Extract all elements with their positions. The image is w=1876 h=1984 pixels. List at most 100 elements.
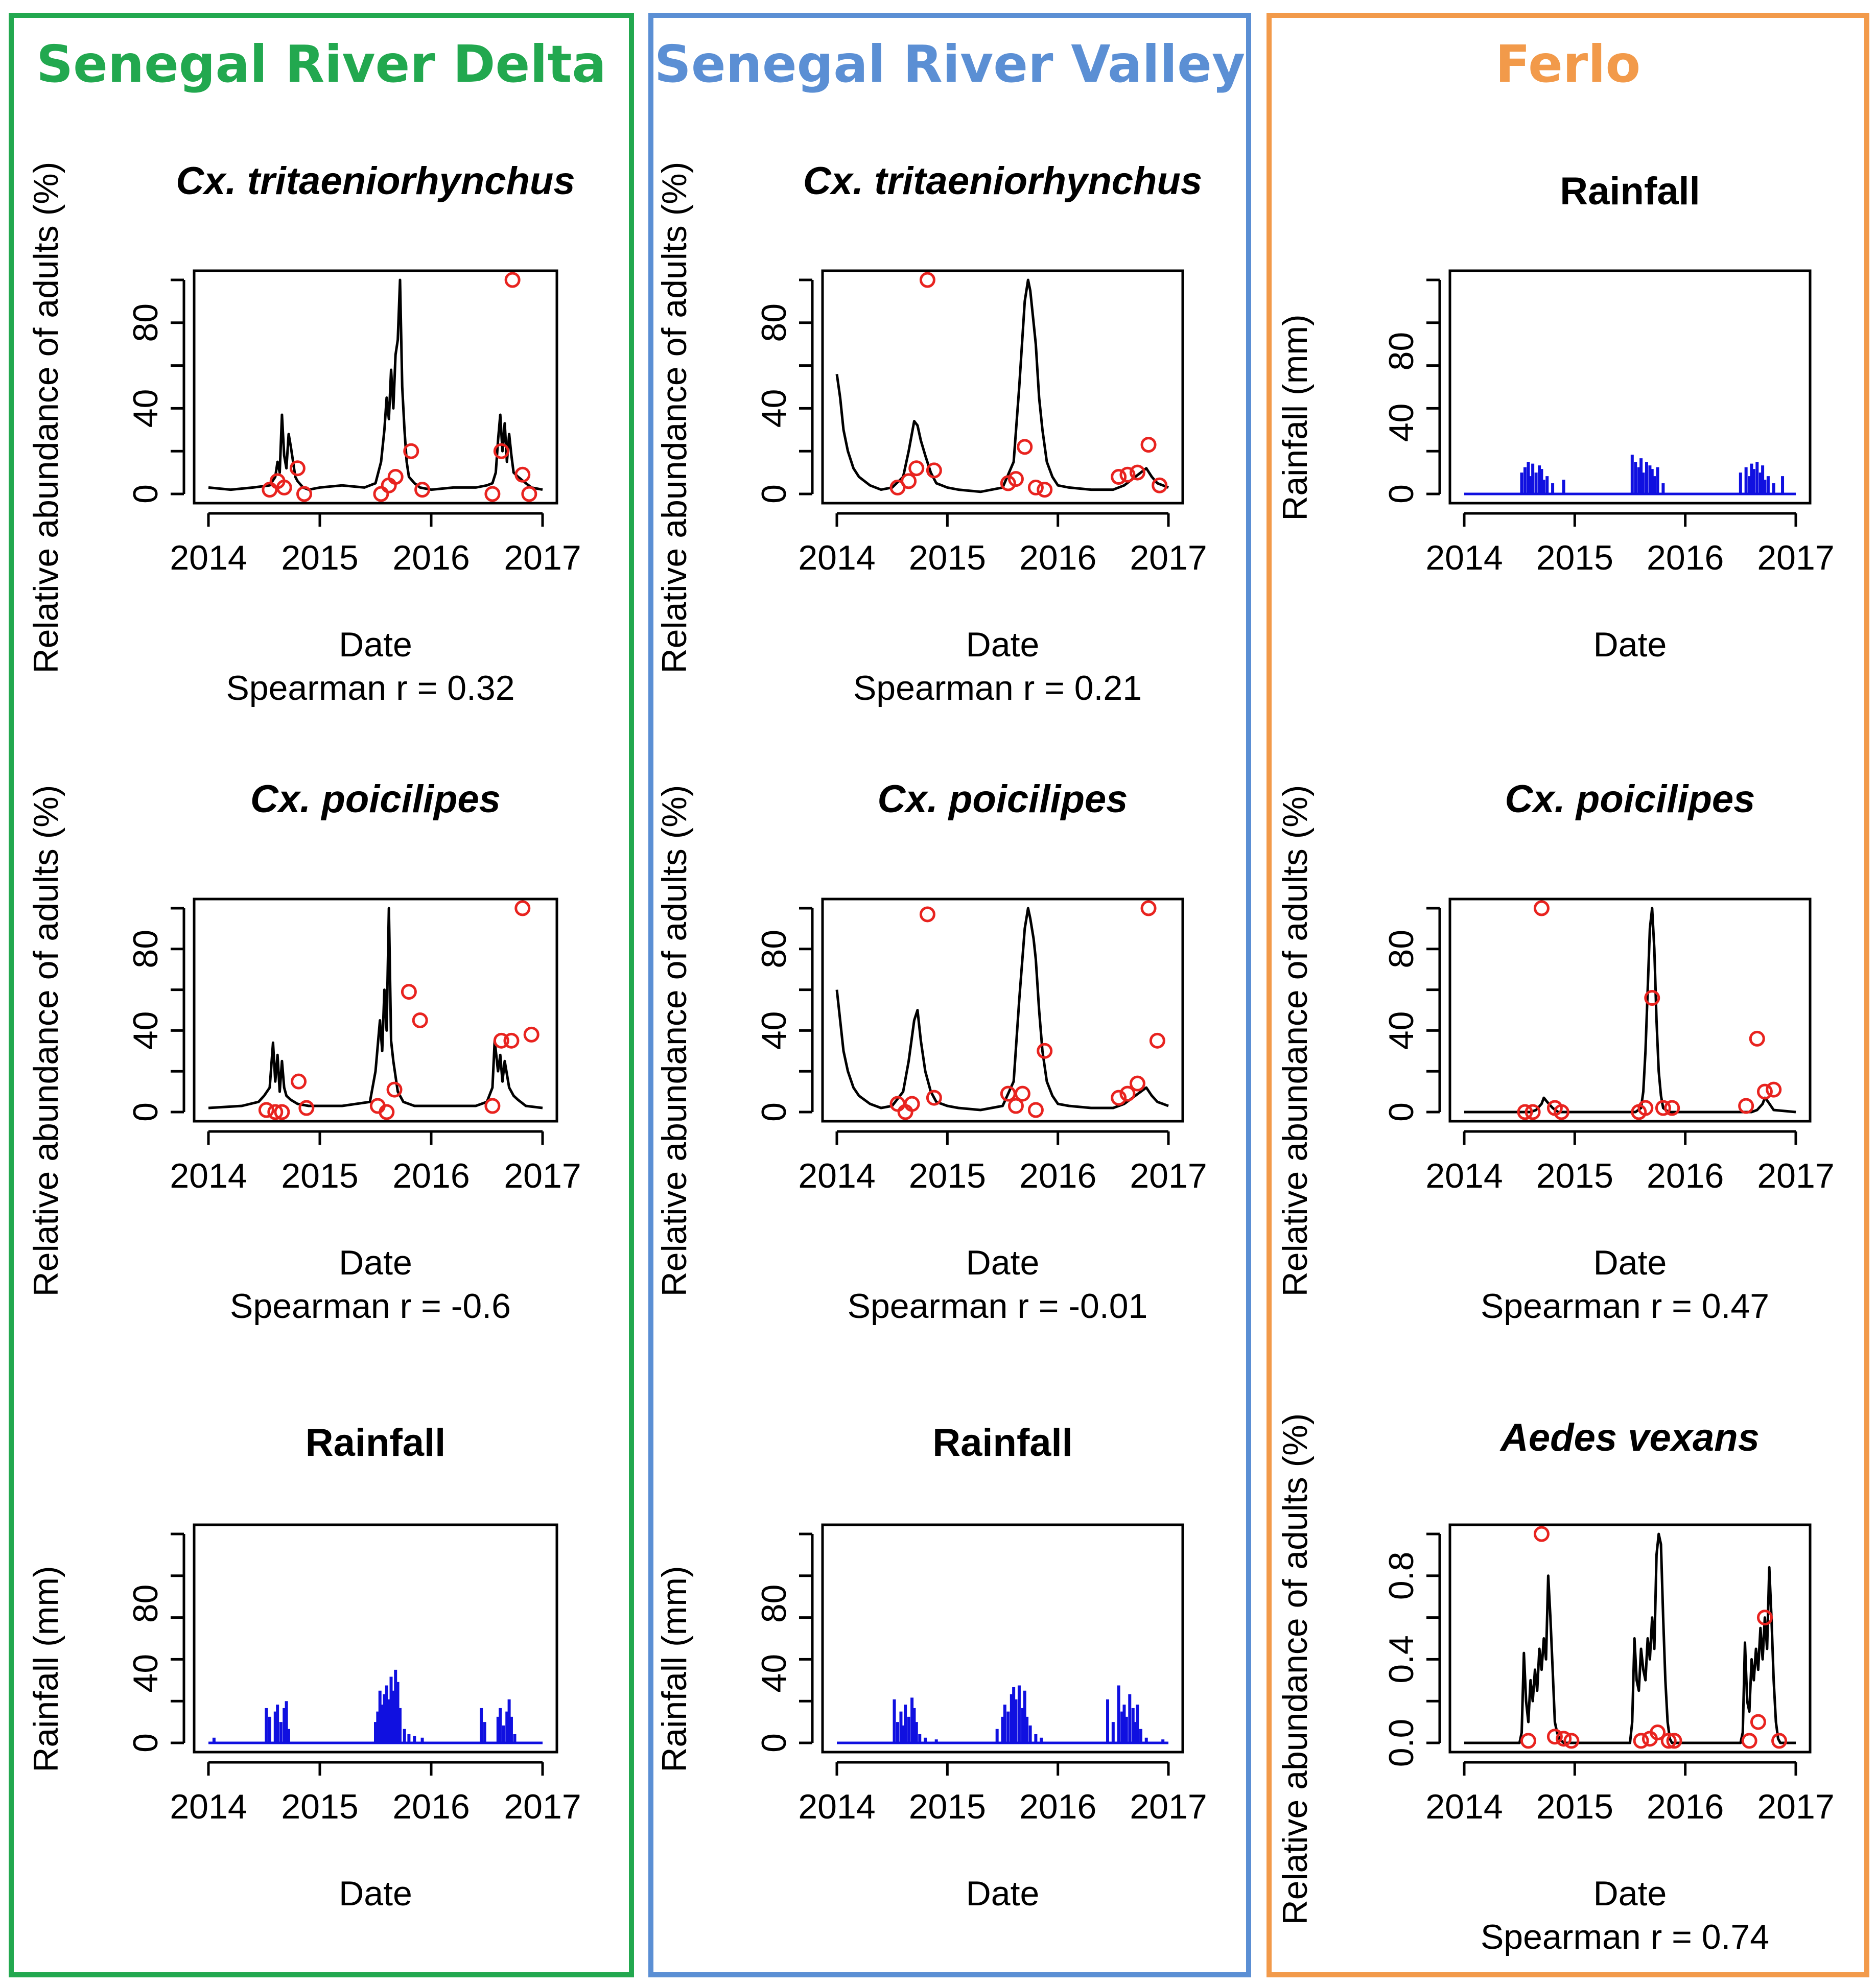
- x-tick-label: 2014: [170, 538, 247, 577]
- x-tick-label: 2016: [392, 538, 470, 577]
- plot-frame: [193, 897, 558, 1123]
- observed-point: [1546, 1729, 1563, 1745]
- y-axis-label: Relative abundance of adults (%): [655, 785, 694, 1297]
- observed-point: [1756, 1083, 1773, 1100]
- x-axis: 2014 2015 2016 2017: [170, 1761, 581, 1826]
- observed-point: [276, 479, 292, 495]
- panel-title-delta: Senegal River Delta: [36, 34, 606, 94]
- observed-point: [1766, 1081, 1782, 1098]
- chart-delta-rainfall: Rainfall 2014 2015 2016 2017 0 40 80 Date Rainfal…: [27, 1421, 581, 1913]
- observed-point: [1027, 1102, 1044, 1118]
- observed-point: [1140, 900, 1157, 916]
- chart-title: Aedes vexans: [1499, 1416, 1760, 1459]
- y-axis-label: Relative abundance of adults (%): [27, 162, 65, 674]
- x-tick-label: 2015: [909, 1156, 986, 1195]
- observed-point: [1650, 1725, 1666, 1741]
- observed-point: [1666, 1733, 1682, 1749]
- x-tick-label: 2017: [1757, 1787, 1834, 1826]
- panel-title-ferlo: Ferlo: [1495, 34, 1640, 94]
- observed-point: [387, 468, 404, 485]
- y-tick-label: 40: [126, 1654, 165, 1693]
- y-tick-label: 40: [126, 389, 165, 428]
- observed-point: [926, 1090, 942, 1106]
- observed-point: [1517, 1104, 1533, 1120]
- observed-point: [1738, 1098, 1754, 1114]
- observed-point: [296, 486, 312, 502]
- y-axis: 0 40 80: [755, 278, 814, 504]
- spearman-label: Spearman r = -0.01: [848, 1287, 1148, 1326]
- y-tick-label: 0: [755, 1733, 793, 1753]
- chart-ferlo-aedes-vexans: Aedes vexans 2014 2015 2016 2017 0.0 0.4 0.8 Dat…: [1276, 1413, 1835, 1956]
- y-axis: 0 40 80: [126, 907, 185, 1122]
- y-tick-label: 0: [755, 484, 793, 504]
- x-tick-label: 2017: [1757, 538, 1834, 577]
- x-tick-label: 2016: [1019, 1156, 1096, 1195]
- observed-point: [298, 1100, 315, 1116]
- y-axis-label: Relative abundance of adults (%): [1276, 785, 1315, 1297]
- observed-point: [1533, 900, 1550, 916]
- y-tick-label: 40: [755, 389, 793, 428]
- x-tick-label: 2014: [798, 1787, 875, 1826]
- y-tick-label: 80: [755, 1585, 793, 1623]
- plot-area: [208, 272, 543, 502]
- panel-delta: Senegal River Delta: [9, 13, 634, 1977]
- y-axis-label: Rainfall (mm): [1276, 314, 1315, 521]
- spearman-label: Spearman r = 0.21: [853, 669, 1142, 707]
- chart-title: Rainfall: [306, 1421, 446, 1465]
- y-tick-label: 40: [1382, 404, 1421, 442]
- chart-title: Rainfall: [1560, 170, 1700, 213]
- observed-point: [1750, 1714, 1766, 1730]
- x-tick-label: 2015: [281, 1787, 358, 1826]
- observed-point: [412, 1012, 428, 1028]
- x-tick-label: 2015: [909, 1787, 986, 1826]
- x-tick-label: 2017: [1130, 1156, 1207, 1195]
- observed-point: [1111, 1090, 1127, 1106]
- observed-point: [1129, 464, 1145, 481]
- y-axis: 0 40 80: [1382, 907, 1441, 1122]
- y-axis-label: Rainfall (mm): [27, 1566, 65, 1772]
- y-tick-label: 0.0: [1382, 1719, 1421, 1767]
- spearman-label: Spearman r = 0.47: [1481, 1287, 1769, 1326]
- y-tick-label: 40: [755, 1654, 793, 1693]
- x-tick-label: 2014: [798, 1156, 875, 1195]
- chart-valley-cx-poicilipes: Cx. poicilipes 2014 2015 2016 2017 0 40 80 Date R…: [655, 777, 1207, 1326]
- observed-point: [1129, 1075, 1145, 1092]
- plot-frame: [193, 269, 558, 505]
- model-line: [208, 907, 543, 1109]
- chart-valley-cx-tritaeniorhynchus: Cx. tritaeniorhynchus 2014 2015 2016 2017 0 40…: [655, 159, 1207, 707]
- plot-frame: [1448, 1523, 1812, 1754]
- observed-point: [919, 906, 935, 923]
- x-axis: 2014 2015 2016 2017: [798, 1761, 1207, 1826]
- observed-point: [401, 984, 417, 1000]
- y-tick-label: 80: [126, 303, 165, 342]
- plot-frame: [193, 1523, 558, 1754]
- x-tick-label: 2016: [1019, 538, 1096, 577]
- panel-frame-ferlo: [1267, 13, 1869, 1977]
- y-tick-label: 40: [126, 1011, 165, 1050]
- x-tick-label: 2017: [504, 1787, 581, 1826]
- chart-valley-rainfall: Rainfall 2014 2015 2016 2017 0 40 80 Date Rainfal…: [655, 1421, 1207, 1913]
- x-tick-label: 2015: [909, 538, 986, 577]
- observed-point: [403, 443, 419, 459]
- y-tick-label: 80: [755, 930, 793, 969]
- observed-point: [484, 486, 501, 502]
- y-tick-label: 0.8: [1382, 1552, 1421, 1600]
- plot-area: [208, 1669, 543, 1744]
- x-tick-label: 2014: [170, 1156, 247, 1195]
- observed-point: [514, 900, 531, 916]
- spearman-label: Spearman r = 0.74: [1481, 1918, 1769, 1956]
- plot-frame: [1448, 897, 1812, 1123]
- x-tick-label: 2015: [1536, 1156, 1613, 1195]
- x-tick-label: 2015: [1536, 538, 1613, 577]
- observed-point: [1119, 1085, 1136, 1102]
- x-tick-label: 2016: [392, 1156, 470, 1195]
- model-line: [1464, 1532, 1796, 1744]
- observed-point: [919, 272, 935, 288]
- observed-point: [274, 1104, 290, 1120]
- observed-point: [379, 1104, 395, 1120]
- y-axis: 0 40 80: [1382, 278, 1441, 504]
- observed-point: [1014, 1085, 1030, 1102]
- y-tick-label: 80: [1382, 930, 1421, 969]
- x-axis: 2014 2015 2016 2017: [1425, 512, 1835, 577]
- observed-point: [291, 1073, 307, 1090]
